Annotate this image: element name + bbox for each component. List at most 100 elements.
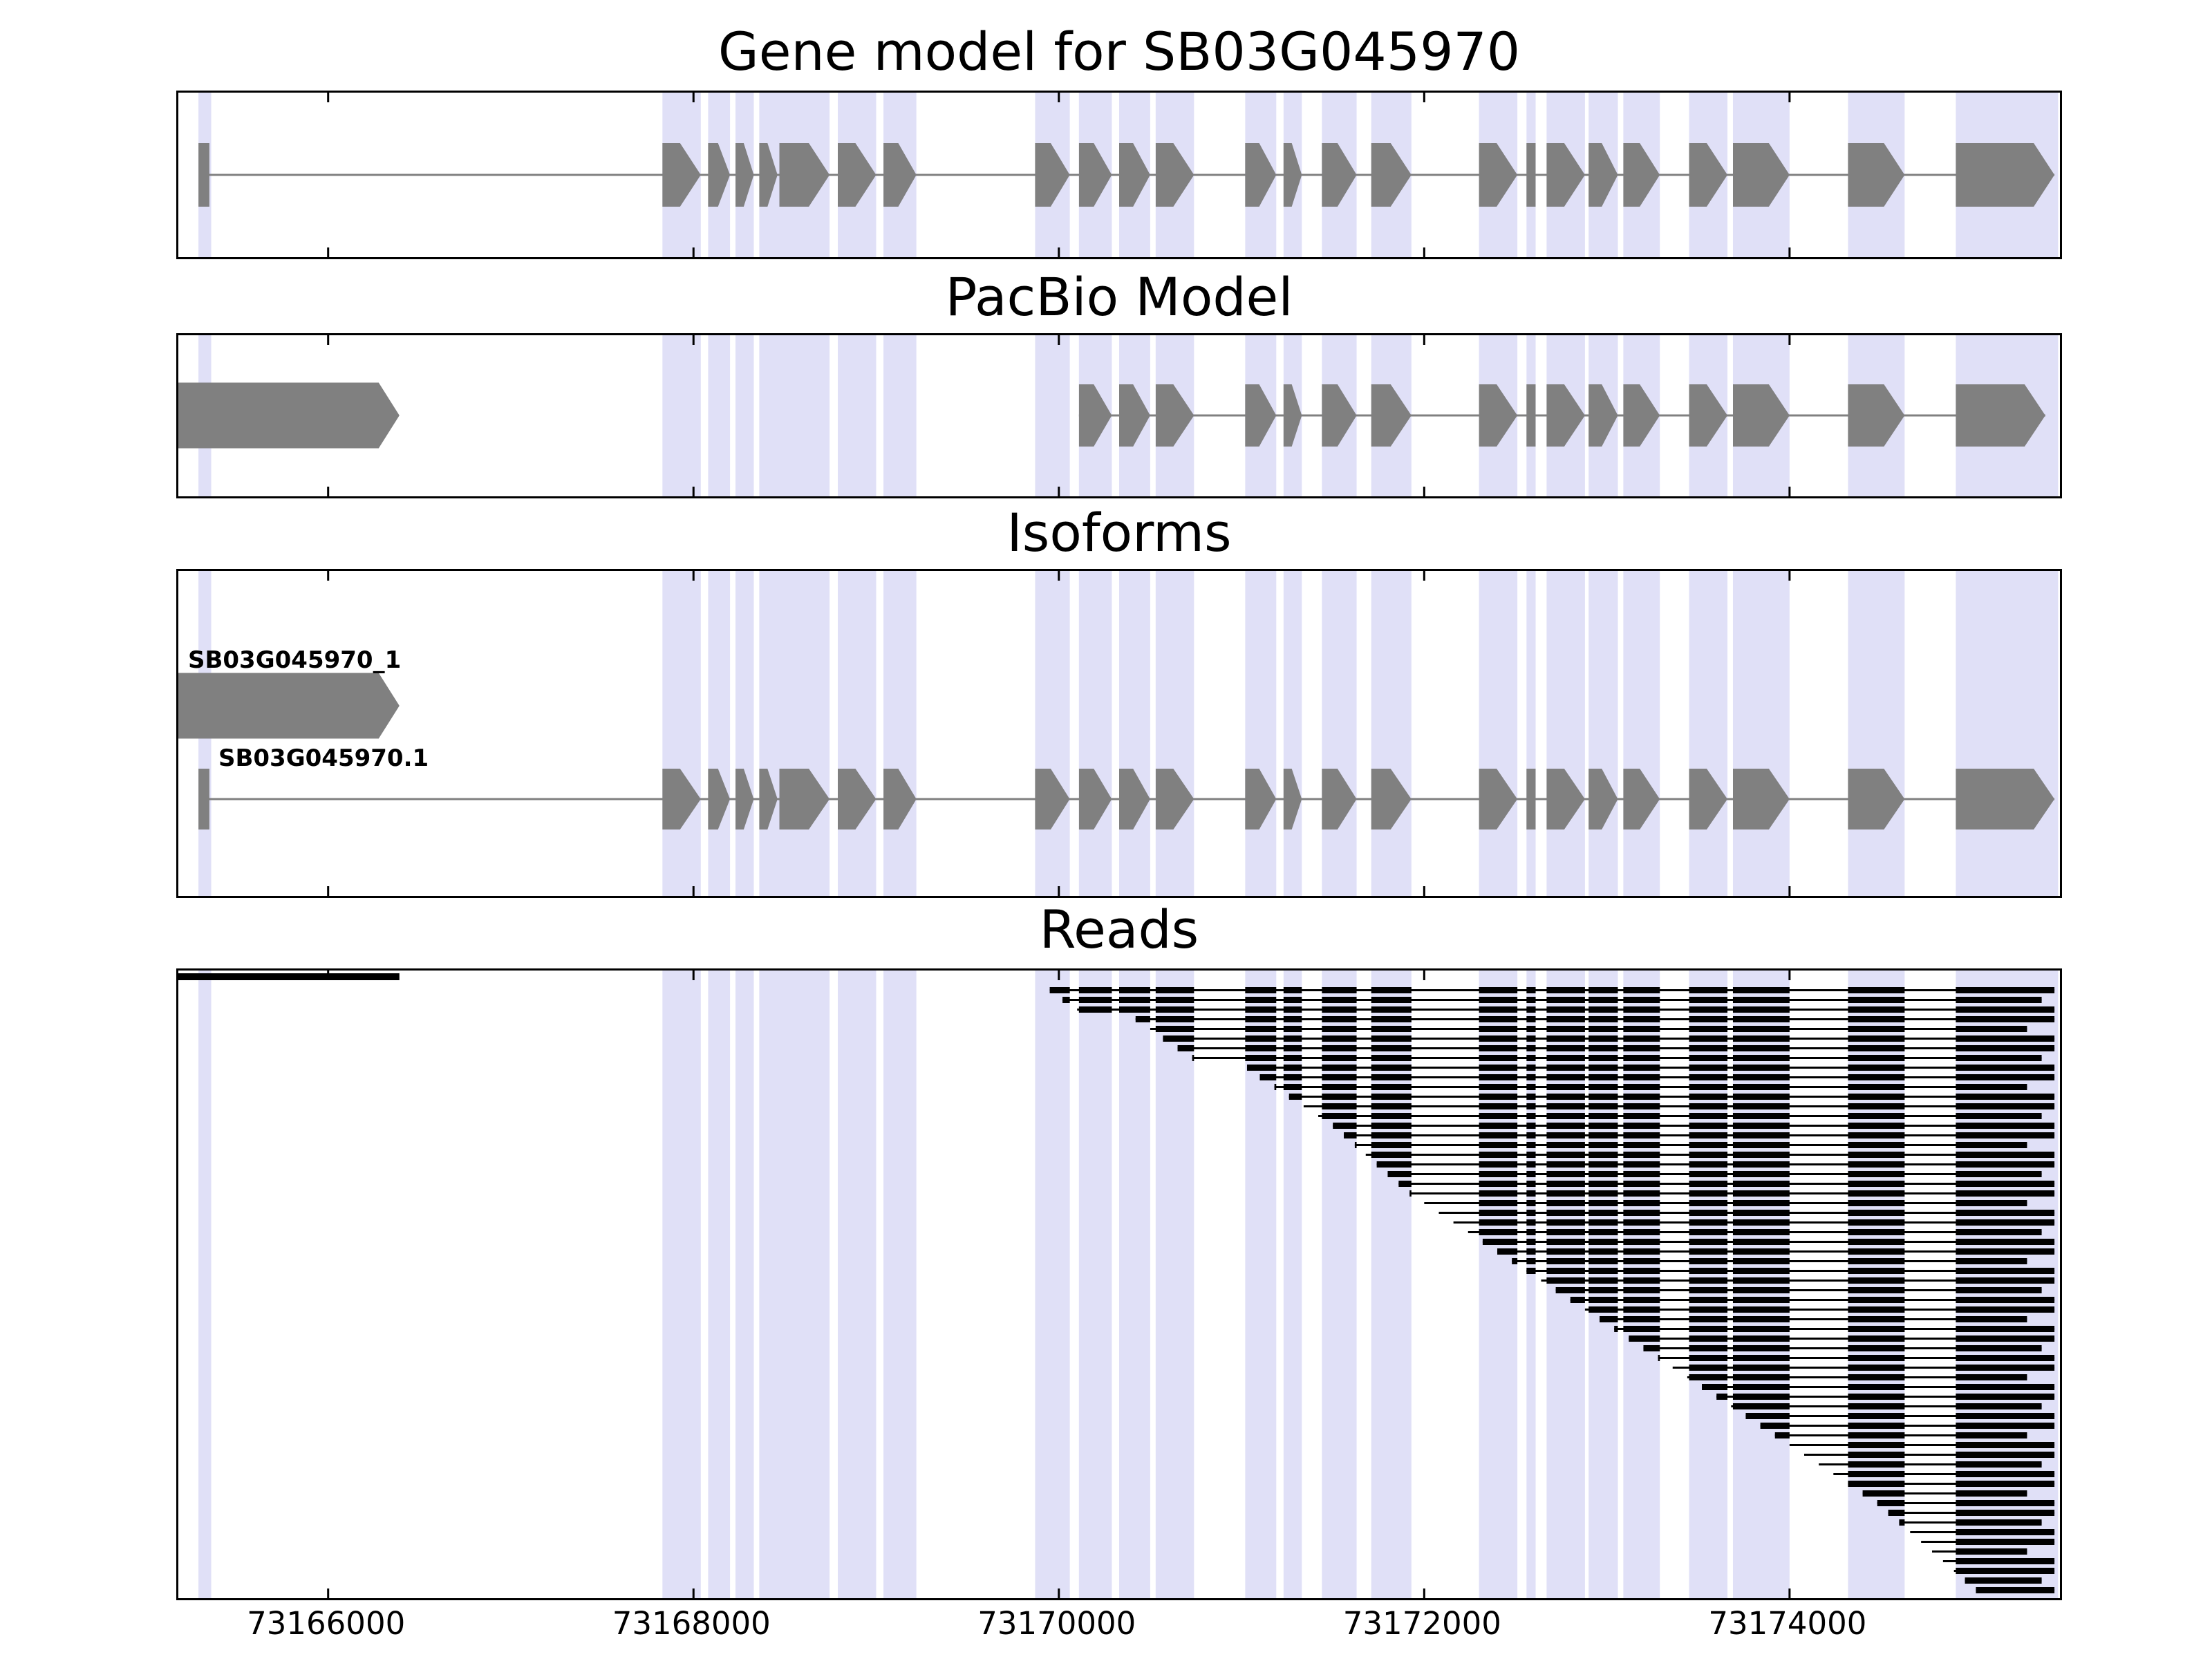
read-exon [1732, 1084, 1790, 1090]
exon-shape [759, 143, 778, 207]
read-exon [1546, 1219, 1585, 1226]
read-exon [1848, 1374, 1905, 1380]
read-exon [1956, 1171, 2042, 1177]
read-exon [1848, 1461, 1905, 1468]
read-exon [1732, 1132, 1790, 1138]
read-exon [1588, 1287, 1618, 1293]
read-exon [1956, 1548, 2027, 1555]
highlight-band [1848, 571, 1905, 896]
read-exon [1588, 1277, 1618, 1284]
read-exon [1732, 1152, 1790, 1158]
read-exon [1956, 1539, 2055, 1545]
read-exon [1479, 1055, 1518, 1061]
read-exon [1956, 1006, 2055, 1013]
read-exon [1848, 997, 1905, 1003]
read-exon [1956, 1326, 2055, 1332]
axis-tick [1788, 93, 1791, 102]
read-exon [1689, 1045, 1728, 1051]
axis-tick [1423, 487, 1425, 496]
read-exon [1848, 1297, 1905, 1303]
read-exon [1479, 1006, 1518, 1013]
read-exon [1119, 1006, 1150, 1013]
read-exon [1732, 1229, 1790, 1235]
read-exon [1689, 1190, 1728, 1197]
read-exon [1526, 1113, 1536, 1119]
read-exon [1546, 1045, 1585, 1051]
axis-tick [692, 487, 695, 496]
read-exon [1956, 1200, 2027, 1206]
read-exon [1119, 997, 1150, 1003]
read-exon [1956, 1481, 2055, 1487]
read-exon [1526, 1055, 1536, 1061]
axis-tick [692, 93, 695, 102]
read-exon [1848, 1394, 1905, 1400]
highlight-band [1623, 571, 1660, 896]
read-exon [1588, 1248, 1618, 1255]
exon-shape [1623, 384, 1660, 447]
read-exon [1689, 1006, 1728, 1013]
read-exon [1526, 1123, 1536, 1129]
read-exon [1732, 1335, 1790, 1342]
exon-shape [1588, 769, 1618, 830]
read-exon [1479, 1016, 1518, 1022]
read-exon [1623, 1181, 1660, 1187]
exon-shape [1371, 143, 1412, 207]
read-exon [1623, 1094, 1660, 1100]
exon-shape [1245, 143, 1277, 207]
read-exon [1732, 1200, 1790, 1206]
read-exon [1956, 1142, 2027, 1148]
read-exon [1588, 1200, 1618, 1206]
exon-shape [178, 673, 400, 739]
read-exon [1546, 1132, 1585, 1138]
read-exon [1689, 1306, 1728, 1313]
read-exon [1078, 997, 1112, 1003]
read-exon [1371, 1035, 1412, 1042]
read-exon [1732, 1277, 1790, 1284]
read-exon [1732, 1065, 1790, 1071]
read-exon [1848, 1452, 1905, 1458]
read-exon [1848, 1258, 1905, 1264]
read-exon [1848, 1026, 1905, 1032]
read-exon [1546, 1084, 1585, 1090]
read-exon [1732, 1374, 1790, 1380]
read-exon [1689, 1258, 1728, 1264]
axis-tick [1058, 335, 1060, 345]
exon-shape [779, 769, 830, 830]
read-exon [1588, 1219, 1618, 1226]
exon-shape [1322, 143, 1357, 207]
highlight-band [838, 571, 877, 896]
read-exon [1322, 1113, 1357, 1119]
axis-tick [1788, 971, 1791, 980]
read-exon [1689, 1326, 1728, 1332]
read-exon [1245, 987, 1277, 993]
read-exon [1526, 1268, 1536, 1274]
read-exon [1479, 1190, 1518, 1197]
axis-tick [1058, 1588, 1060, 1598]
highlight-band [1371, 571, 1412, 896]
read-exon [1526, 1171, 1536, 1177]
axis-tick [1423, 971, 1425, 980]
read-exon [1732, 1403, 1790, 1409]
read-exon [1848, 1200, 1905, 1206]
read-exon [1479, 1210, 1518, 1216]
axis-tick [327, 93, 330, 102]
read-exon [1322, 1016, 1357, 1022]
exon-shape [1155, 769, 1194, 830]
exon-shape [1479, 143, 1518, 207]
read-exon [1848, 1403, 1905, 1409]
exon-shape [1371, 384, 1412, 447]
read-intron [1288, 1096, 2055, 1098]
read-exon [1623, 1326, 1660, 1332]
read-exon [1371, 1132, 1412, 1138]
read-exon [1588, 1094, 1618, 1100]
read-exon [1732, 1113, 1790, 1119]
exon-shape [1623, 143, 1660, 207]
read-exon [1732, 1181, 1790, 1187]
axis-tick [692, 571, 695, 581]
read-exon [1623, 1161, 1660, 1168]
read-exon [1732, 1026, 1790, 1032]
read-exon [1956, 1510, 2055, 1516]
read-exon [1623, 1074, 1660, 1080]
read-exon [1774, 1432, 1790, 1438]
exon-shape [1119, 143, 1150, 207]
